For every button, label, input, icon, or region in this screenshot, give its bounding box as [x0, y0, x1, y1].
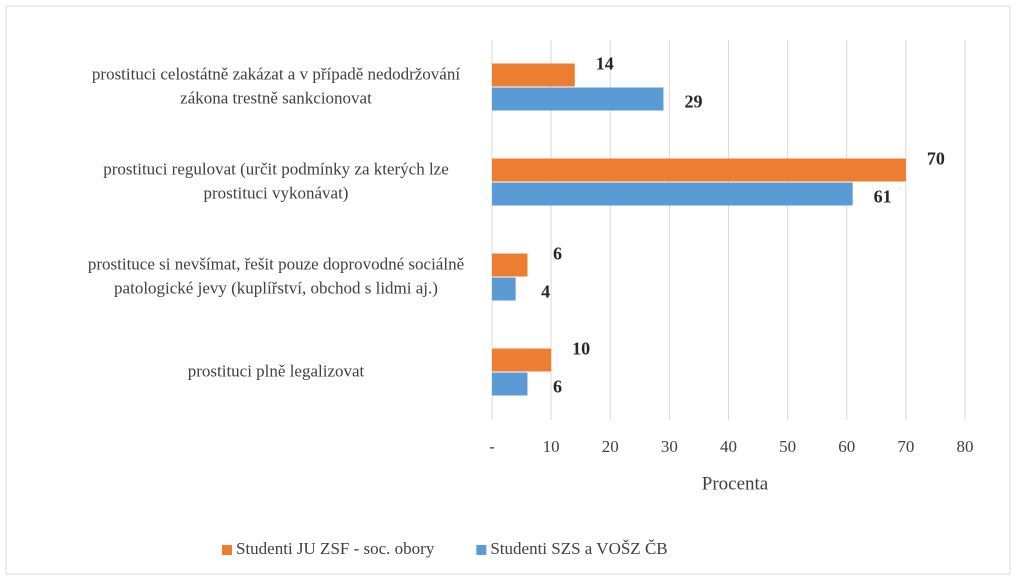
bar — [492, 372, 528, 396]
legend-label: Studenti JU ZSF - soc. obory — [236, 539, 435, 558]
value-label: 10 — [572, 339, 590, 359]
value-label: 14 — [596, 54, 614, 74]
bar — [492, 87, 664, 111]
value-label: 61 — [874, 187, 892, 207]
x-tick-label: 50 — [779, 437, 796, 456]
value-label: 29 — [684, 92, 702, 112]
y-tick-label: prostituci celostátně zakázat a v případ… — [92, 64, 460, 107]
y-tick-label: prostituce si nevšímat, řešit pouze dopr… — [88, 254, 464, 297]
x-tick-label: 80 — [957, 437, 974, 456]
bar — [492, 277, 516, 301]
x-axis-label: Procenta — [702, 473, 769, 494]
bar — [492, 348, 552, 372]
x-tick-label: 10 — [543, 437, 560, 456]
legend-swatch — [476, 545, 487, 555]
x-tick-label: 60 — [838, 437, 855, 456]
x-tick-label: 70 — [897, 437, 914, 456]
x-tick-label: 40 — [720, 437, 737, 456]
x-tick-label: - — [489, 437, 495, 456]
legend-swatch — [222, 545, 232, 555]
value-label: 6 — [553, 377, 562, 397]
y-tick-label: prostituci plně legalizovat — [188, 361, 365, 380]
bar — [492, 253, 528, 277]
value-label: 6 — [553, 244, 562, 264]
bar — [492, 63, 575, 87]
value-label: 4 — [541, 282, 550, 302]
y-tick-label: prostituci regulovat (určit podmínky za … — [103, 159, 449, 202]
bar — [492, 158, 906, 182]
legend-label: Studenti SZS a VOŠZ ČB — [490, 539, 667, 558]
x-tick-label: 30 — [661, 437, 678, 456]
value-label: 70 — [927, 149, 945, 169]
bar — [492, 182, 853, 206]
x-tick-label: 20 — [602, 437, 619, 456]
